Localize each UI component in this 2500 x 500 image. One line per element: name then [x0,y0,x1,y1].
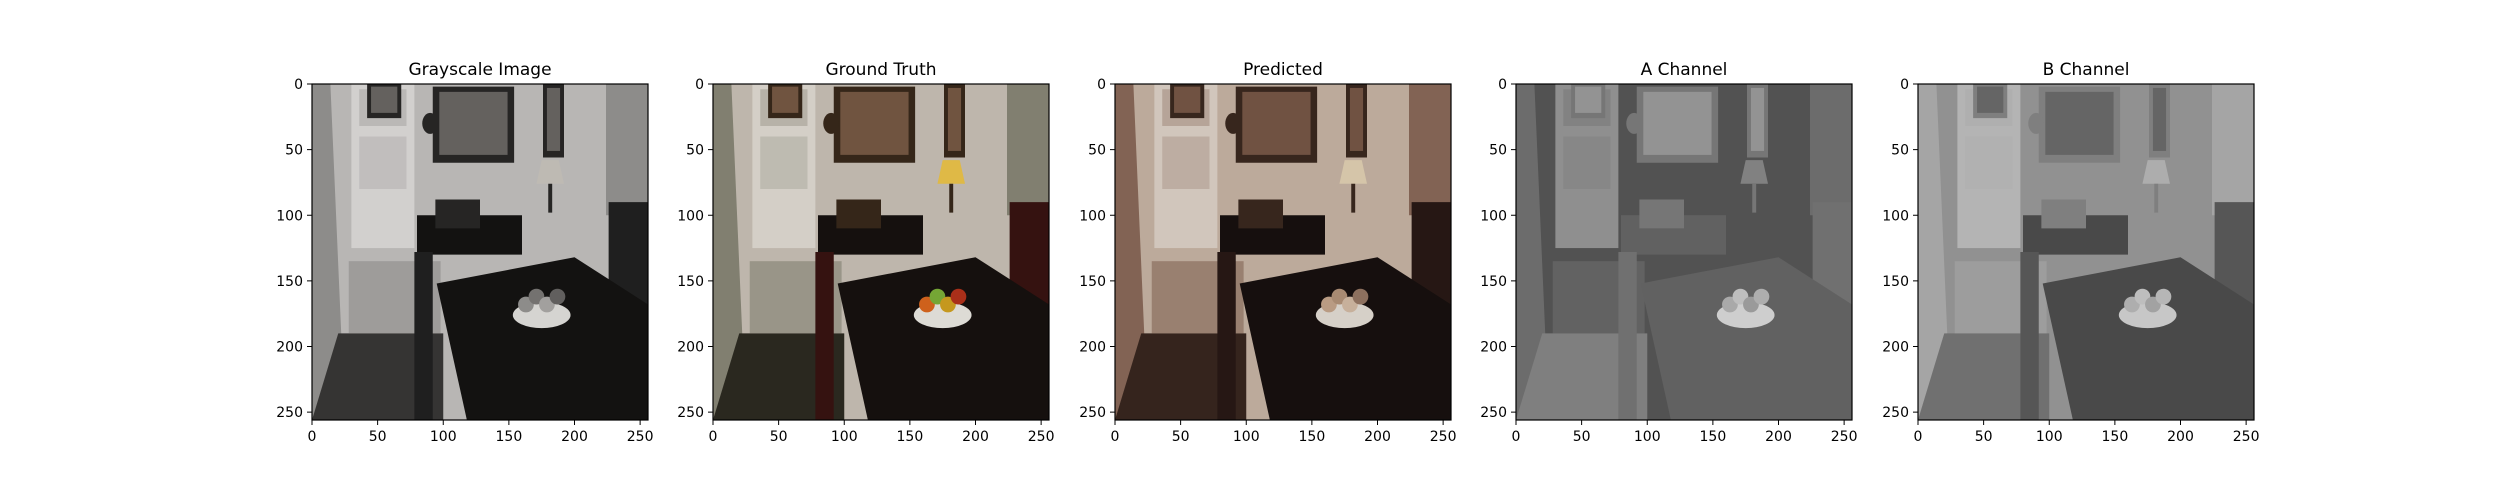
x-tick-label: 200 [962,429,989,445]
image-axes: 0 50 100 150 200 250 0 50 100 150 200 250 [1480,77,1857,445]
y-tick-label: 100 [1480,208,1507,224]
panel-b: B Channel 0 50 100 150 200 250 0 50 100 150 200 250 [1882,0,2298,500]
x-tick-label: 250 [1028,429,1055,445]
axes-frame [311,83,649,421]
panel-pred: Predicted 0 50 100 150 200 250 0 50 100 150 200 250 [1079,0,1495,500]
y-tick-label: 0 [695,77,704,93]
x-tick-label: 50 [1975,429,1993,445]
x-tick-label: 250 [627,429,654,445]
image-a [1516,84,1852,420]
y-tick-label: 150 [677,274,704,290]
x-tick-label: 50 [1172,429,1190,445]
x-tick-label: 100 [1634,429,1661,445]
y-tick-label: 250 [276,405,303,421]
y-tick-label: 150 [1079,274,1106,290]
axes-frame [1114,83,1452,421]
x-tick-label: 0 [308,429,317,445]
y-tick-label: 0 [1900,77,1909,93]
y-tick-label: 150 [1882,274,1909,290]
y-tick-label: 200 [1882,340,1909,356]
image-plot: 0 50 100 150 200 250 0 50 100 150 200 250 [1480,77,1857,445]
y-tick-label: 50 [1088,143,1106,159]
y-tick-label: 50 [1891,143,1909,159]
panel-title: A Channel [1640,60,1728,80]
x-tick-label: 150 [1700,429,1727,445]
y-tick-label: 50 [686,143,704,159]
x-tick-label: 100 [430,429,457,445]
x-tick-label: 0 [709,429,718,445]
x-tick-label: 250 [1430,429,1457,445]
image-plot: 0 50 100 150 200 250 0 50 100 150 200 250 [1079,77,1456,445]
panel-gray: Grayscale Image 0 50 100 150 200 250 0 50 100 150 2… [276,0,692,500]
y-tick-label: 200 [276,340,303,356]
x-tick-label: 0 [1914,429,1923,445]
x-tick-label: 150 [2102,429,2129,445]
x-tick-label: 100 [1233,429,1260,445]
axes-frame [1917,83,2255,421]
image-plot: 0 50 100 150 200 250 0 50 100 150 200 250 [276,77,653,445]
panel-gt: Ground Truth 0 50 100 150 200 250 0 50 100 150 200 2… [677,0,1093,500]
x-tick-label: 200 [561,429,588,445]
y-tick-label: 250 [1882,405,1909,421]
y-tick-label: 150 [276,274,303,290]
x-tick-label: 250 [2233,429,2260,445]
y-tick-label: 250 [677,405,704,421]
axes-frame [712,83,1050,421]
y-tick-label: 50 [285,143,303,159]
x-tick-label: 0 [1111,429,1120,445]
panel-title: B Channel [2042,60,2130,80]
y-tick-label: 100 [276,208,303,224]
y-tick-label: 250 [1480,405,1507,421]
x-tick-label: 200 [2167,429,2194,445]
y-tick-label: 200 [677,340,704,356]
x-tick-label: 50 [1573,429,1591,445]
y-tick-label: 100 [677,208,704,224]
image-pred [1115,84,1451,420]
x-tick-label: 100 [831,429,858,445]
x-tick-label: 150 [1299,429,1326,445]
image-gray [312,84,648,420]
y-tick-label: 150 [1480,274,1507,290]
x-tick-label: 150 [496,429,523,445]
image-plot: 0 50 100 150 200 250 0 50 100 150 200 250 [677,77,1054,445]
y-tick-label: 100 [1079,208,1106,224]
y-tick-label: 250 [1079,405,1106,421]
x-tick-label: 50 [369,429,387,445]
image-axes: 0 50 100 150 200 250 0 50 100 150 200 250 [677,77,1054,445]
x-tick-label: 100 [2036,429,2063,445]
y-tick-label: 0 [294,77,303,93]
x-tick-label: 0 [1512,429,1521,445]
x-tick-label: 200 [1765,429,1792,445]
panel-title: Grayscale Image [408,60,552,80]
image-axes: 0 50 100 150 200 250 0 50 100 150 200 250 [1079,77,1456,445]
y-tick-label: 100 [1882,208,1909,224]
y-tick-label: 0 [1498,77,1507,93]
axes-frame [1515,83,1853,421]
image-b [1918,84,2254,420]
x-tick-label: 50 [770,429,788,445]
x-tick-label: 250 [1831,429,1858,445]
y-tick-label: 50 [1489,143,1507,159]
panel-title: Predicted [1243,60,1323,80]
panel-a: A Channel 0 50 100 150 200 250 0 50 100 150 200 250 [1480,0,1896,500]
image-plot: 0 50 100 150 200 250 0 50 100 150 200 250 [1882,77,2259,445]
y-tick-label: 200 [1480,340,1507,356]
image-axes: 0 50 100 150 200 250 0 50 100 150 200 250 [1882,77,2259,445]
image-axes: 0 50 100 150 200 250 0 50 100 150 200 250 [276,77,653,445]
panel-title: Ground Truth [825,60,937,80]
y-tick-label: 0 [1097,77,1106,93]
x-tick-label: 200 [1364,429,1391,445]
x-tick-label: 150 [897,429,924,445]
image-gt [713,84,1049,420]
y-tick-label: 200 [1079,340,1106,356]
